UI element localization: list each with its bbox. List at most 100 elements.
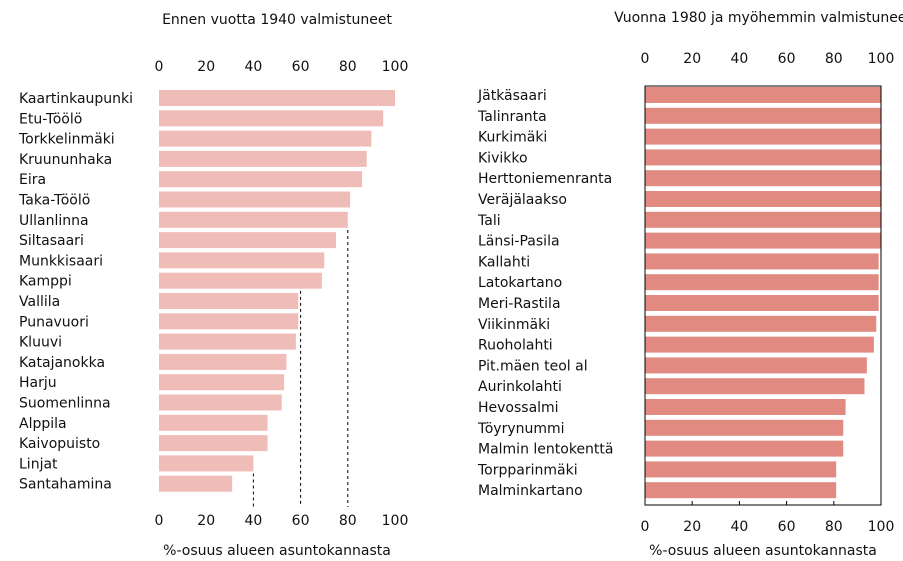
category-label: Torkkelinmäki — [18, 132, 115, 148]
x-tick-label-top: 80 — [825, 51, 843, 67]
x-tick-label-top: 100 — [382, 59, 409, 75]
x-tick-label-bottom: 100 — [868, 519, 895, 535]
x-tick-label-top: 80 — [339, 59, 357, 75]
bar — [645, 128, 881, 145]
x-tick-label-bottom: 20 — [197, 513, 215, 529]
category-label: Kaartinkaupunki — [19, 91, 133, 107]
category-label: Etu-Töölö — [19, 111, 82, 127]
category-label: Linjat — [19, 456, 58, 472]
bar — [645, 274, 879, 291]
x-tick-label-top: 0 — [641, 51, 650, 67]
bar — [645, 440, 844, 457]
category-label: Vallila — [19, 294, 60, 310]
category-label: Malmin lentokenttä — [478, 442, 613, 458]
category-label: Eira — [19, 172, 46, 188]
bar — [159, 110, 384, 127]
bar — [159, 171, 362, 188]
bar — [159, 232, 336, 249]
bar — [645, 482, 837, 499]
category-label: Herttoniemenranta — [478, 171, 612, 187]
chart-title: Vuonna 1980 ja myöhemmin valmistuneet — [614, 10, 903, 26]
category-label: Meri-Rastila — [478, 296, 561, 312]
bar — [159, 353, 287, 370]
category-label: Kaivopuisto — [19, 436, 100, 452]
x-tick-label-top: 60 — [292, 59, 310, 75]
x-axis-label: %-osuus alueen asuntokannasta — [649, 543, 877, 559]
category-label: Kruununhaka — [19, 152, 112, 168]
bar — [159, 211, 348, 228]
bar — [159, 374, 285, 391]
x-tick-label-bottom: 60 — [292, 513, 310, 529]
category-label: Aurinkolahti — [478, 379, 562, 395]
category-label: Viikinmäki — [478, 317, 550, 333]
x-tick-label-top: 20 — [197, 59, 215, 75]
category-label: Suomenlinna — [19, 396, 111, 412]
bar — [645, 315, 877, 332]
category-label: Torpparinmäki — [477, 462, 578, 478]
x-tick-label-bottom: 0 — [641, 519, 650, 535]
bar — [645, 87, 881, 103]
category-label: Ullanlinna — [19, 213, 89, 229]
bar — [159, 130, 372, 147]
x-tick-label-top: 40 — [730, 51, 748, 67]
bar — [159, 252, 325, 269]
bar — [645, 357, 867, 374]
x-tick-label-top: 0 — [155, 59, 164, 75]
bar — [645, 232, 881, 249]
x-tick-label-bottom: 40 — [244, 513, 262, 529]
category-label: Kurkimäki — [478, 130, 547, 146]
plot-frame — [644, 85, 882, 506]
bar — [645, 170, 881, 187]
x-tick-label-bottom: 80 — [825, 519, 843, 535]
category-label: Malminkartano — [478, 483, 583, 499]
x-axis-label: %-osuus alueen asuntokannasta — [163, 543, 391, 559]
category-label: Ruoholahti — [478, 338, 553, 354]
bar — [159, 272, 322, 289]
category-label: Kamppi — [19, 274, 72, 290]
bar — [645, 253, 879, 270]
x-tick-label-bottom: 0 — [155, 513, 164, 529]
category-label: Jätkäsaari — [477, 88, 547, 104]
category-label: Veräjälaakso — [478, 192, 567, 208]
bar — [645, 295, 879, 311]
category-label: Latokartano — [478, 275, 562, 291]
bar — [159, 475, 233, 492]
x-tick-label-bottom: 20 — [683, 519, 701, 535]
bar — [159, 150, 367, 167]
bar — [159, 394, 282, 411]
category-label: Kivikko — [478, 150, 528, 166]
x-tick-label-top: 20 — [683, 51, 701, 67]
bar — [645, 461, 837, 478]
bar — [159, 455, 254, 472]
category-label: Talinranta — [477, 109, 547, 125]
category-label: Santahamina — [19, 477, 112, 493]
bar — [645, 107, 881, 124]
x-tick-label-top: 100 — [868, 51, 895, 67]
x-tick-label-bottom: 40 — [730, 519, 748, 535]
bar — [645, 378, 865, 395]
category-label: Hevossalmi — [478, 400, 559, 416]
category-label: Töyrynummi — [477, 421, 565, 437]
category-label: Siltasaari — [19, 233, 84, 249]
bar — [159, 191, 351, 208]
category-label: Taka-Töölö — [18, 193, 90, 209]
category-label: Kluuvi — [19, 335, 62, 351]
bar — [645, 399, 846, 415]
category-label: Katajanokka — [19, 355, 105, 371]
category-label: Punavuori — [19, 314, 89, 330]
x-tick-label-bottom: 60 — [778, 519, 796, 535]
category-label: Kallahti — [478, 254, 530, 270]
bar — [645, 336, 874, 353]
category-label: Alppila — [19, 416, 67, 432]
category-label: Harju — [19, 375, 57, 391]
bar — [159, 90, 395, 106]
category-label: Länsi-Pasila — [478, 234, 560, 250]
bar — [159, 293, 299, 309]
x-tick-label-top: 40 — [244, 59, 262, 75]
bar — [645, 419, 844, 436]
category-label: Pit.mäen teol al — [478, 358, 588, 374]
bar — [645, 211, 881, 228]
bar — [159, 435, 268, 452]
bar — [159, 313, 299, 330]
